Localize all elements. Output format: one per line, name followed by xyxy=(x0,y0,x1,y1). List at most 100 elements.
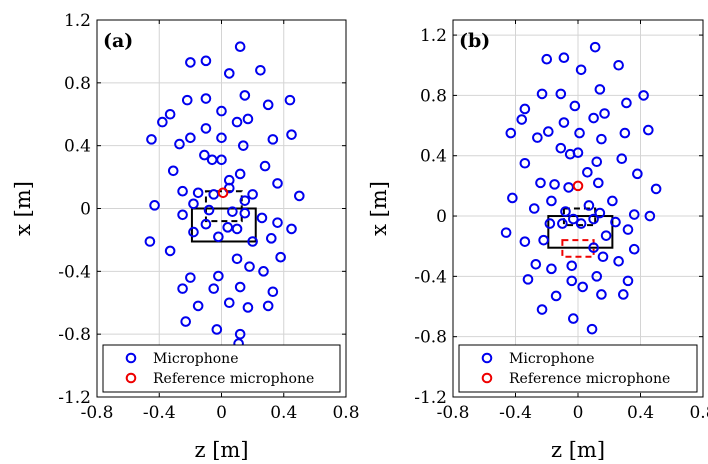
microphone-point xyxy=(157,116,168,128)
microphone-point xyxy=(600,230,612,241)
microphone-point xyxy=(535,177,546,189)
microphone-point xyxy=(619,127,631,139)
microphone-point xyxy=(234,41,246,53)
y-tick-label: -0.8 xyxy=(414,328,447,348)
microphone-point xyxy=(538,234,549,246)
dashed-box xyxy=(562,207,597,227)
solid-box xyxy=(547,215,614,249)
microphone-point xyxy=(275,251,286,263)
microphone-point xyxy=(200,218,212,230)
microphone-point xyxy=(146,134,157,145)
array-outline xyxy=(190,190,257,243)
microphone-point xyxy=(200,55,212,67)
solid-box xyxy=(190,207,257,243)
y-tick-label: 0.8 xyxy=(64,74,91,94)
microphone-point xyxy=(208,283,220,294)
microphone-point xyxy=(259,160,271,172)
microphone-point xyxy=(638,90,649,101)
microphone-point xyxy=(550,290,562,302)
microphone-point xyxy=(549,179,560,190)
panel-label: (b) xyxy=(459,30,490,52)
microphone-point xyxy=(149,200,160,211)
microphone-point xyxy=(231,253,243,265)
y-tick-label: -0.4 xyxy=(58,262,91,282)
microphone-point xyxy=(262,300,274,312)
microphone-point xyxy=(530,258,542,270)
legend-entry: Reference microphone xyxy=(509,371,670,387)
microphone-point xyxy=(267,286,279,298)
microphone-point xyxy=(284,94,296,106)
microphone-point xyxy=(613,59,624,71)
microphone-point xyxy=(227,206,238,217)
y-tick-label: 0 xyxy=(436,207,447,227)
microphone-point xyxy=(575,64,587,76)
microphone-point xyxy=(632,168,643,180)
microphone-point xyxy=(164,245,176,257)
microphone-point xyxy=(242,302,254,313)
microphone-point xyxy=(237,140,249,151)
microphone-point xyxy=(643,124,654,136)
microphone-point xyxy=(180,316,192,327)
microphone-point xyxy=(575,218,587,229)
microphone-point xyxy=(185,132,196,144)
microphone-point xyxy=(211,324,223,335)
microphone-point xyxy=(258,266,269,277)
microphone-point xyxy=(569,100,581,112)
microphone-point xyxy=(588,242,599,254)
microphone-point xyxy=(572,147,584,159)
y-tick-label: 1.2 xyxy=(64,11,91,31)
legend-marker xyxy=(481,372,493,384)
microphone-point xyxy=(588,213,599,225)
microphone-point xyxy=(519,157,531,169)
microphone-point xyxy=(597,251,609,263)
microphone-point xyxy=(247,189,258,200)
microphone-point xyxy=(188,198,199,210)
microphone-point xyxy=(594,207,606,219)
microphone-point xyxy=(177,209,188,221)
microphone-point xyxy=(272,217,283,228)
x-tick-label: 0.8 xyxy=(332,403,359,423)
microphone-point xyxy=(256,212,268,224)
microphone-point xyxy=(519,236,531,247)
microphone-point xyxy=(185,272,196,283)
microphone-point xyxy=(557,218,568,229)
microphone-point xyxy=(582,167,593,178)
microphone-point xyxy=(563,182,574,193)
microphone-point xyxy=(555,142,567,154)
reference-series xyxy=(217,187,229,199)
microphone-point xyxy=(206,154,218,166)
microphone-point xyxy=(519,103,531,115)
microphone-point xyxy=(234,281,246,293)
microphone-point xyxy=(574,127,585,139)
legend-box xyxy=(458,344,698,393)
microphone-series xyxy=(144,41,305,349)
microphone-point xyxy=(618,289,629,300)
microphone-point xyxy=(566,275,578,287)
panel-a: -0.8 -0.4 0 0.4 0.81.20.80.40-0.4-0.8-1.2z [… xyxy=(11,11,360,462)
microphone-point xyxy=(594,84,606,95)
y-tick-label: 0 xyxy=(80,200,91,220)
y-tick-label: -1.2 xyxy=(58,388,91,408)
microphone-point xyxy=(223,297,235,309)
microphone-point xyxy=(616,153,628,165)
y-tick-label: -0.8 xyxy=(58,325,91,345)
microphone-point xyxy=(543,126,554,137)
microphone-point xyxy=(200,93,212,104)
microphone-point xyxy=(167,165,179,177)
microphone-point xyxy=(272,178,283,189)
reference-point xyxy=(217,187,229,199)
microphone-point xyxy=(181,94,193,106)
x-tick-label: 0 xyxy=(216,403,227,423)
x-tick-label: 0.4 xyxy=(627,403,654,423)
microphone-point xyxy=(177,185,188,197)
legend-marker xyxy=(481,352,493,364)
x-tick-label: -0.4 xyxy=(143,403,176,423)
y-axis-label: x [m] xyxy=(11,181,35,236)
microphone-point xyxy=(239,90,251,101)
legend-box xyxy=(102,344,341,393)
microphone-point xyxy=(591,156,603,168)
reference-point xyxy=(572,180,584,192)
microphone-point xyxy=(622,224,634,235)
microphone-point xyxy=(192,300,204,312)
y-tick-label: -0.4 xyxy=(414,267,447,287)
